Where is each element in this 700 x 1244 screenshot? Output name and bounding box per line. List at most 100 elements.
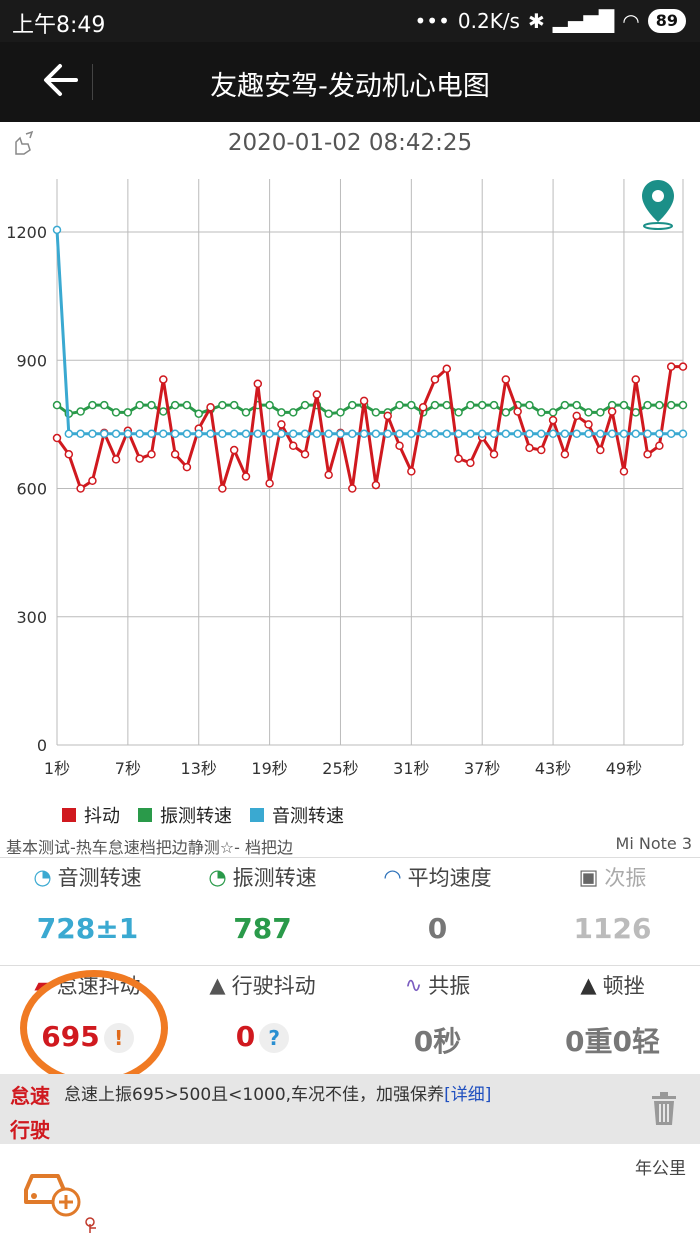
metric-value: 787 xyxy=(233,912,292,945)
x-tick-label: 31秒 xyxy=(393,759,429,778)
wifi-icon: ◠ xyxy=(622,9,640,33)
data-point xyxy=(76,407,85,416)
data-point xyxy=(678,362,688,371)
data-point xyxy=(277,420,286,429)
metric-driving-jitter[interactable]: ▲ 行驶抖动 0? xyxy=(175,966,350,1074)
data-point xyxy=(288,408,298,417)
legend-item-vibration-rpm: 振测转速 xyxy=(138,802,232,828)
battery-indicator: 89 xyxy=(647,9,686,33)
data-point xyxy=(430,400,440,410)
data-point xyxy=(206,403,215,412)
data-point xyxy=(265,479,274,488)
data-point xyxy=(288,429,298,439)
test-description-bar: 基本测试-热车怠速档把边静测☆- 档把边 Mi Note 3 xyxy=(0,832,700,858)
data-point xyxy=(241,429,251,439)
bottom-panel: 年公里 xyxy=(0,1144,700,1244)
metric-secondary-vibration[interactable]: ▣ 次振 1126 xyxy=(525,858,700,965)
data-point xyxy=(135,400,144,410)
data-point xyxy=(537,429,546,439)
data-point xyxy=(147,429,156,439)
warning-tag-idle: 怠速 xyxy=(10,1084,50,1108)
hand-pointer-icon[interactable] xyxy=(8,130,36,156)
data-point xyxy=(194,409,203,418)
data-point xyxy=(489,400,499,410)
metric-vibration-rpm[interactable]: ◔ 振测转速 787 xyxy=(175,858,350,965)
data-point xyxy=(170,400,180,410)
signal-icon: ▂▄▆█ xyxy=(552,9,615,33)
warning-bar: 怠速 行驶 怠速上振695>500且<1000,车况不佳，加强保养[详细] xyxy=(0,1074,700,1144)
device-model: Mi Note 3 xyxy=(615,834,692,853)
data-point xyxy=(312,390,322,399)
chart-panel: 2020-01-02 08:42:25 1秒 7秒 13秒 19秒 25秒 31秒 37秒 4… xyxy=(0,122,700,832)
data-point xyxy=(206,429,215,439)
data-point xyxy=(477,429,487,439)
x-tick-label: 43秒 xyxy=(535,759,571,778)
data-point xyxy=(466,400,475,410)
data-point xyxy=(300,400,310,410)
data-point xyxy=(253,429,263,439)
data-point xyxy=(218,400,227,410)
metric-value: 1126 xyxy=(573,912,652,945)
data-point xyxy=(229,429,239,439)
metrics-row-1: ◔ 音测转速 728±1 ◔ 振测转速 787 ◠ 平均速度 0 ▣ 次振 1126 xyxy=(0,858,700,966)
data-point xyxy=(76,429,85,439)
data-point xyxy=(560,400,570,410)
legend-label: 音测转速 xyxy=(272,806,344,827)
pulse-icon: ∿ xyxy=(404,973,423,997)
x-tick-label: 25秒 xyxy=(322,759,358,778)
app-bar: 友趣安驾-发动机心电图 xyxy=(0,42,700,122)
data-point xyxy=(407,429,416,439)
test-description: 基本测试-热车怠速档把边静测☆- 档把边 xyxy=(6,838,293,857)
x-tick-label: 19秒 xyxy=(251,759,287,778)
data-point xyxy=(123,408,133,417)
data-point xyxy=(159,375,168,384)
y-tick-label: 1200 xyxy=(6,223,47,242)
data-point xyxy=(643,450,652,459)
data-point xyxy=(111,455,121,464)
data-point xyxy=(537,445,546,455)
details-link[interactable]: [详细] xyxy=(444,1085,492,1105)
data-point xyxy=(525,400,534,410)
data-point xyxy=(324,409,333,418)
data-point xyxy=(442,400,452,410)
more-dots-icon: ••• xyxy=(414,9,450,33)
metric-label: 行驶抖动 xyxy=(231,974,316,998)
data-point xyxy=(111,408,121,417)
waveform-box-icon: ▣ xyxy=(578,865,599,889)
data-point xyxy=(442,429,452,439)
data-point xyxy=(655,400,664,410)
triangle-icon: ▲ xyxy=(580,973,597,997)
location-pin-icon[interactable] xyxy=(638,178,678,230)
appbar-divider xyxy=(92,64,93,100)
data-point xyxy=(52,400,62,410)
data-point xyxy=(265,429,274,439)
metric-sound-rpm[interactable]: ◔ 音测转速 728±1 xyxy=(0,858,175,965)
add-car-icon[interactable] xyxy=(22,1168,84,1218)
data-point xyxy=(619,429,629,439)
data-point xyxy=(371,480,381,490)
back-arrow-icon[interactable] xyxy=(40,60,80,100)
trash-icon[interactable] xyxy=(650,1092,678,1126)
data-point xyxy=(501,429,511,439)
data-point xyxy=(619,400,629,410)
data-point xyxy=(572,411,581,421)
metric-value: 728±1 xyxy=(36,912,139,945)
y-tick-label: 900 xyxy=(16,351,47,370)
x-tick-label: 13秒 xyxy=(181,759,217,778)
legend-item-jitter: 抖动 xyxy=(62,802,120,828)
data-point xyxy=(371,408,381,417)
metric-resonance[interactable]: ∿ 共振 0秒 xyxy=(350,966,525,1074)
data-point xyxy=(88,429,97,439)
help-badge-icon[interactable]: ? xyxy=(259,1023,290,1053)
data-point xyxy=(218,429,227,439)
data-point xyxy=(336,408,345,417)
data-point xyxy=(666,429,676,439)
metric-label: 顿挫 xyxy=(602,974,645,998)
legend-label: 振测转速 xyxy=(160,806,232,827)
data-point xyxy=(607,407,617,416)
metric-average-speed[interactable]: ◠ 平均速度 0 xyxy=(350,858,525,965)
data-point xyxy=(678,429,688,439)
metric-value-wrap: 0? xyxy=(175,1020,350,1053)
metric-jerk[interactable]: ▲ 顿挫 0重0轻 xyxy=(525,966,700,1074)
data-point xyxy=(607,429,617,439)
